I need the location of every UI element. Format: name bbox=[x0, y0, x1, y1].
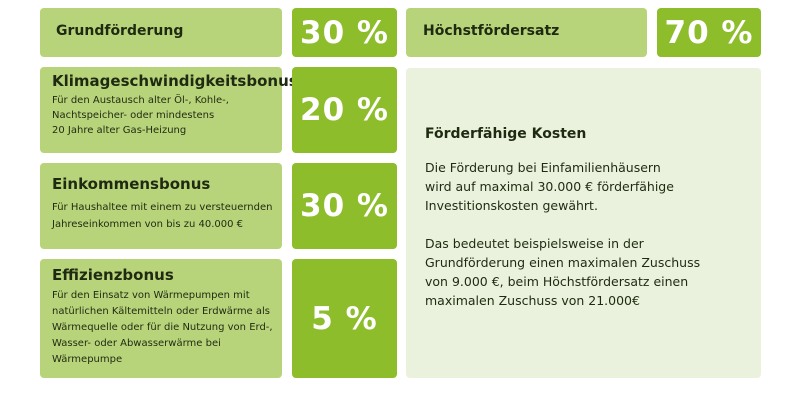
bonus-klima-value: 20 % bbox=[292, 67, 397, 153]
bonus-effizienz-box: Effizienzbonus Für den Einsatz von Wärme… bbox=[40, 259, 282, 378]
hoechstfoerdersatz-box: Höchstfördersatz bbox=[406, 8, 647, 57]
text-line: Das bedeutet beispielsweise in der bbox=[425, 236, 644, 251]
grundfoerderung-box: Grundförderung bbox=[40, 8, 282, 57]
desc-line: Nachtspeicher- oder mindestens bbox=[52, 110, 215, 121]
text-line: wird auf maximal 30.000 € förderfähige bbox=[425, 179, 674, 194]
desc-line: Wärmepumpe bbox=[52, 354, 123, 365]
grundfoerderung-value: 30 % bbox=[292, 8, 397, 57]
bonus-title: Klimageschwindigkeitsbonus bbox=[52, 72, 298, 90]
bonus-description: Für den Austausch alter Öl-, Kohle-, Nac… bbox=[52, 93, 274, 138]
bonus-description: Für Haushaltee mit einem zu versteuernde… bbox=[52, 199, 274, 233]
grundfoerderung-label: Grundförderung bbox=[56, 23, 184, 39]
desc-line: Für den Einsatz von Wärmepumpen mit bbox=[52, 290, 250, 301]
desc-line: Wärmequelle oder für die Nutzung von Erd… bbox=[52, 322, 273, 333]
desc-line: Für den Austausch alter Öl-, Kohle-, bbox=[52, 95, 229, 106]
text-line: Die Förderung bei Einfamilienhäusern bbox=[425, 160, 661, 175]
kosten-paragraph-1: Die Förderung bei Einfamilienhäusern wir… bbox=[425, 158, 751, 215]
text-line: Grundförderung einen maximalen Zuschuss bbox=[425, 255, 701, 270]
text-line: Investitionskosten gewährt. bbox=[425, 198, 598, 213]
desc-line: 20 Jahre alter Gas-Heizung bbox=[52, 125, 187, 136]
bonus-description: Für den Einsatz von Wärmepumpen mit natü… bbox=[52, 288, 274, 368]
bonus-title: Effizienzbonus bbox=[52, 266, 174, 284]
bonus-einkommen-value: 30 % bbox=[292, 163, 397, 249]
text-line: maximalen Zuschuss von 21.000€ bbox=[425, 293, 640, 308]
desc-line: Für Haushaltee mit einem zu versteuernde… bbox=[52, 202, 273, 213]
text-line: von 9.000 €, beim Höchstfördersatz einen bbox=[425, 274, 689, 289]
hoechstfoerdersatz-value: 70 % bbox=[657, 8, 761, 57]
foerderfaehige-kosten-panel: Förderfähige Kosten Die Förderung bei Ei… bbox=[406, 68, 761, 378]
bonus-title: Einkommensbonus bbox=[52, 175, 211, 193]
kosten-title: Förderfähige Kosten bbox=[425, 126, 587, 142]
desc-line: Jahreseinkommen von bis zu 40.000 € bbox=[52, 219, 244, 230]
bonus-einkommen-box: Einkommensbonus Für Haushaltee mit einem… bbox=[40, 163, 282, 249]
bonus-effizienz-value: 5 % bbox=[292, 259, 397, 378]
kosten-paragraph-2: Das bedeutet beispielsweise in der Grund… bbox=[425, 234, 751, 310]
hoechstfoerdersatz-label: Höchstfördersatz bbox=[423, 23, 560, 39]
bonus-klima-box: Klimageschwindigkeitsbonus Für den Austa… bbox=[40, 67, 298, 153]
desc-line: Wasser- oder Abwasserwärme bei bbox=[52, 338, 221, 349]
desc-line: natürlichen Kältemitteln oder Erdwärme a… bbox=[52, 306, 271, 317]
